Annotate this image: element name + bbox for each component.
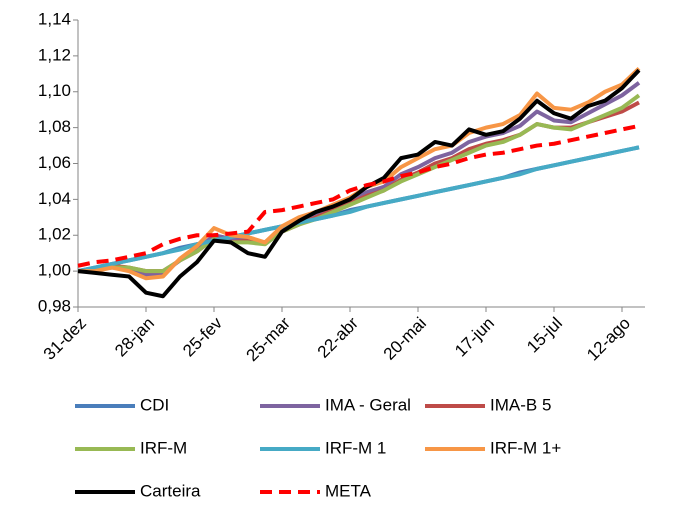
y-tick-label: 1,08 xyxy=(38,117,71,136)
x-tick-label: 25-mar xyxy=(242,313,294,365)
legend-label: Carteira xyxy=(140,481,201,500)
x-tick-label: 20-mai xyxy=(380,314,430,364)
x-tick-label: 12-ago xyxy=(583,314,634,365)
legend-label: IRF-M 1 xyxy=(325,438,386,457)
legend-label: IMA - Geral xyxy=(325,395,411,414)
y-tick-label: 1,02 xyxy=(38,225,71,244)
legend-label: CDI xyxy=(140,395,169,414)
y-tick-label: 1,10 xyxy=(38,81,71,100)
y-tick-label: 1,12 xyxy=(38,45,71,64)
x-tick-label: 22-abr xyxy=(314,313,362,361)
y-tick-label: 1,06 xyxy=(38,153,71,172)
x-tick-label: 31-dez xyxy=(40,314,90,364)
x-tick-label: 15-jul xyxy=(523,314,566,357)
legend-label: META xyxy=(325,481,372,500)
y-tick-label: 1,04 xyxy=(38,189,71,208)
y-tick-label: 0,98 xyxy=(38,296,71,315)
legend-label: IMA-B 5 xyxy=(490,395,551,414)
legend-label: IRF-M xyxy=(140,438,187,457)
y-tick-label: 1,00 xyxy=(38,261,71,280)
x-tick-label: 28-jan xyxy=(111,314,158,361)
series-line xyxy=(77,123,640,268)
x-tick-label: 25-fev xyxy=(179,313,226,360)
x-tick-label: 17-jun xyxy=(451,314,498,361)
y-tick-label: 1,14 xyxy=(38,9,71,28)
series-line xyxy=(77,145,640,274)
legend-label: IRF-M 1+ xyxy=(490,438,561,457)
series-line xyxy=(77,68,641,299)
